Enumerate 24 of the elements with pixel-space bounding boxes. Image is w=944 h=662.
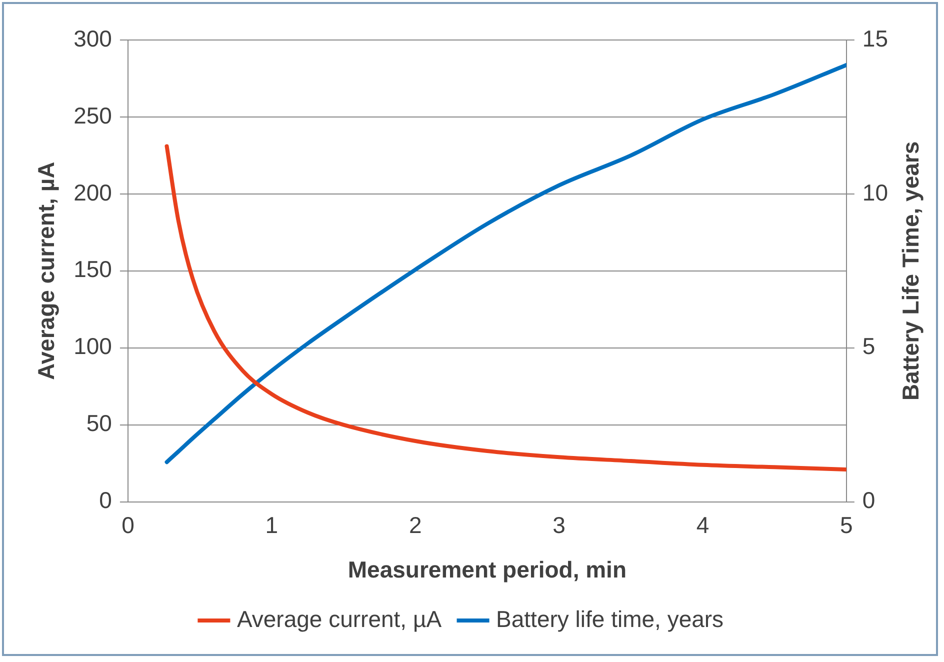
y-tick-label: 100 bbox=[74, 333, 112, 360]
x-tick-label: 4 bbox=[696, 512, 710, 538]
x-tick-label: 2 bbox=[408, 512, 422, 538]
y-tick-label: 250 bbox=[74, 102, 112, 128]
y-tick-label: 300 bbox=[74, 25, 112, 52]
y-tick-label: 200 bbox=[74, 179, 112, 206]
legend-label: Average current, µA bbox=[236, 606, 442, 632]
y2-tick-label: 10 bbox=[862, 179, 888, 206]
x-tick-label: 5 bbox=[840, 512, 853, 538]
y-tick-label: 0 bbox=[99, 487, 112, 514]
y-tick-label: 150 bbox=[74, 256, 112, 282]
x-tick-label: 1 bbox=[265, 512, 278, 538]
x-tick-label: 3 bbox=[552, 512, 566, 538]
y-tick-label: 50 bbox=[86, 410, 112, 436]
legend-label: Battery life time, years bbox=[496, 606, 724, 632]
x-axis-title: Measurement period, min bbox=[348, 556, 627, 583]
y2-tick-label: 0 bbox=[862, 487, 876, 514]
x-tick-label: 0 bbox=[122, 512, 134, 538]
y2-tick-label: 5 bbox=[862, 333, 876, 360]
y-axis-title: Average current, µA bbox=[33, 162, 60, 380]
y2-tick-label: 15 bbox=[862, 25, 888, 52]
line-series bbox=[164, 62, 846, 464]
line-series bbox=[164, 144, 846, 472]
y2-axis-title: Battery Life Time, years bbox=[897, 141, 924, 400]
